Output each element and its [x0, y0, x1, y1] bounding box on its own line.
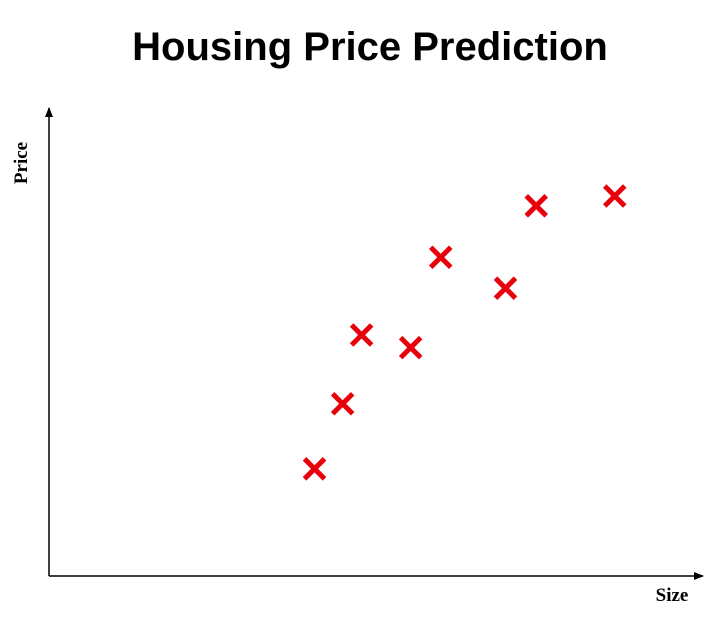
data-point-8 [602, 184, 627, 208]
data-point-5 [428, 245, 453, 270]
data-point-7 [524, 194, 548, 218]
data-point-3 [349, 323, 374, 347]
data-points [302, 184, 627, 481]
data-point-1 [302, 457, 327, 481]
data-point-6 [493, 276, 518, 300]
x-axis-label: Size [656, 585, 689, 606]
data-point-2 [330, 392, 355, 416]
data-point-4 [398, 335, 423, 360]
y-axis-label: Price [11, 142, 32, 184]
chart-title: Housing Price Prediction [132, 25, 608, 69]
